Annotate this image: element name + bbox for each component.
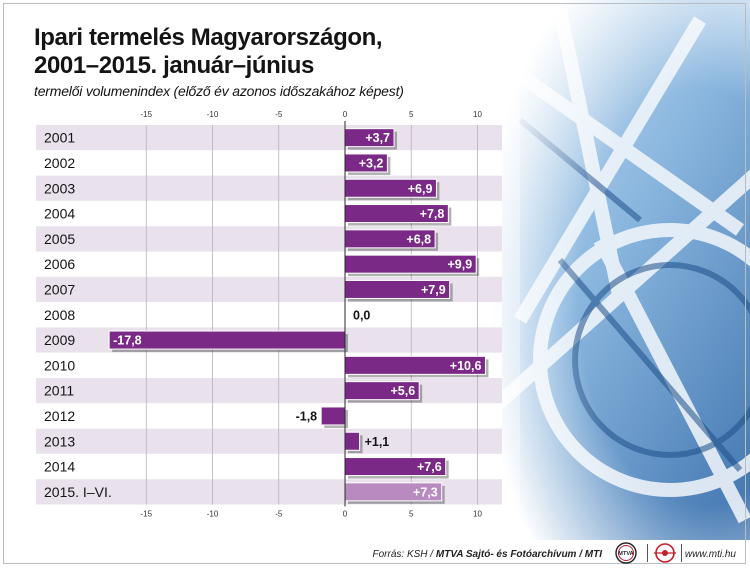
- row-band: [36, 150, 502, 176]
- value-label: +9,9: [447, 258, 472, 272]
- value-label: 0,0: [353, 308, 370, 322]
- x-tick-label-top: 0: [343, 110, 348, 119]
- mti-logo-icon: [654, 543, 676, 563]
- category-label: 2010: [44, 357, 75, 373]
- value-label: +3,7: [365, 131, 390, 145]
- x-tick-label-bottom: 0: [343, 510, 348, 519]
- bar: [108, 330, 346, 350]
- category-label: 2007: [44, 281, 75, 297]
- category-label: 2001: [44, 130, 75, 146]
- title-line-2: 2001–2015. január–június: [34, 52, 314, 79]
- footer-separator-2: [681, 544, 682, 562]
- x-tick-label-top: -15: [140, 110, 152, 119]
- source-archive: MTVA Sajtó- és Fotóarchívum / MTI: [435, 549, 602, 560]
- x-tick-label-bottom: 5: [409, 510, 414, 519]
- category-label: 2013: [44, 433, 75, 449]
- value-label: +7,6: [417, 460, 442, 474]
- bars: [108, 128, 489, 504]
- mtva-logo-text: MTVA: [618, 551, 633, 557]
- x-tick-label-bottom: -5: [275, 510, 283, 519]
- row-band: [36, 428, 502, 454]
- x-tick-label-top: 10: [473, 110, 482, 119]
- value-label: +6,8: [406, 232, 431, 246]
- x-tick-label-bottom: -10: [207, 510, 219, 519]
- category-label: 2002: [44, 155, 75, 171]
- row-band: [36, 125, 502, 151]
- x-tick-label-bottom: 10: [473, 510, 482, 519]
- value-label: -17,8: [113, 334, 142, 348]
- chart-subtitle: termelői volumenindex (előző év azonos i…: [34, 83, 404, 99]
- value-label: +3,2: [359, 156, 384, 170]
- mtva-logo-icon: MTVA: [615, 542, 637, 564]
- category-labels: 2001 2002 2003 2004 2005 2006 2007 2008 2009 2010…: [44, 130, 112, 500]
- x-tick-labels-top: -15 -10 -5 0 5 10: [140, 110, 482, 119]
- category-label: 2012: [44, 408, 75, 424]
- value-label: +1,1: [365, 435, 390, 449]
- x-tick-label-top: 5: [409, 110, 414, 119]
- category-label: 2015. I–VI.: [44, 484, 112, 500]
- category-label: 2004: [44, 206, 75, 222]
- category-label: 2006: [44, 256, 75, 272]
- value-labels: +3,7 +3,2 +6,9 +7,8 +6,8 +9,9+7,9 0,0 -17,8 +10,…: [113, 131, 481, 499]
- source-prefix: Forrás: KSH /: [372, 549, 436, 560]
- bar: [320, 406, 346, 426]
- x-tick-labels-bottom: -15 -10 -5 0 5 10: [140, 510, 482, 519]
- value-label: +6,9: [408, 182, 433, 196]
- value-label: +10,6: [450, 359, 482, 373]
- bar: [344, 431, 361, 451]
- title-line-1: Ipari termelés Magyarországon,: [34, 24, 383, 51]
- x-tick-label-top: -5: [275, 110, 283, 119]
- category-label: 2014: [44, 459, 75, 475]
- value-label: +7,3: [413, 485, 438, 499]
- value-label: +7,8: [420, 207, 445, 221]
- category-label: 2003: [44, 180, 75, 196]
- value-label: +7,9: [421, 283, 446, 297]
- category-label: 2011: [44, 383, 74, 399]
- footer: Forrás: KSH / MTVA Sajtó- és Fotóarchívu…: [0, 538, 750, 566]
- category-label: 2009: [44, 332, 75, 348]
- value-label: -1,8: [296, 409, 318, 423]
- gridlines: [145, 125, 478, 505]
- x-tick-label-bottom: -15: [140, 510, 152, 519]
- source-credit: Forrás: KSH / MTVA Sajtó- és Fotóarchívu…: [373, 549, 602, 560]
- value-label: +5,6: [391, 384, 416, 398]
- chart-title: Ipari termelés Magyarországon, 2001–2015…: [34, 24, 383, 80]
- category-label: 2008: [44, 307, 75, 323]
- frame-border: [3, 3, 746, 564]
- footer-separator-1: [647, 544, 648, 562]
- website-link[interactable]: www.mti.hu: [684, 549, 736, 560]
- row-band: [36, 302, 502, 328]
- row-band: [36, 403, 502, 429]
- x-tick-label-top: -10: [207, 110, 219, 119]
- row-band: [36, 378, 502, 404]
- category-label: 2005: [44, 231, 75, 247]
